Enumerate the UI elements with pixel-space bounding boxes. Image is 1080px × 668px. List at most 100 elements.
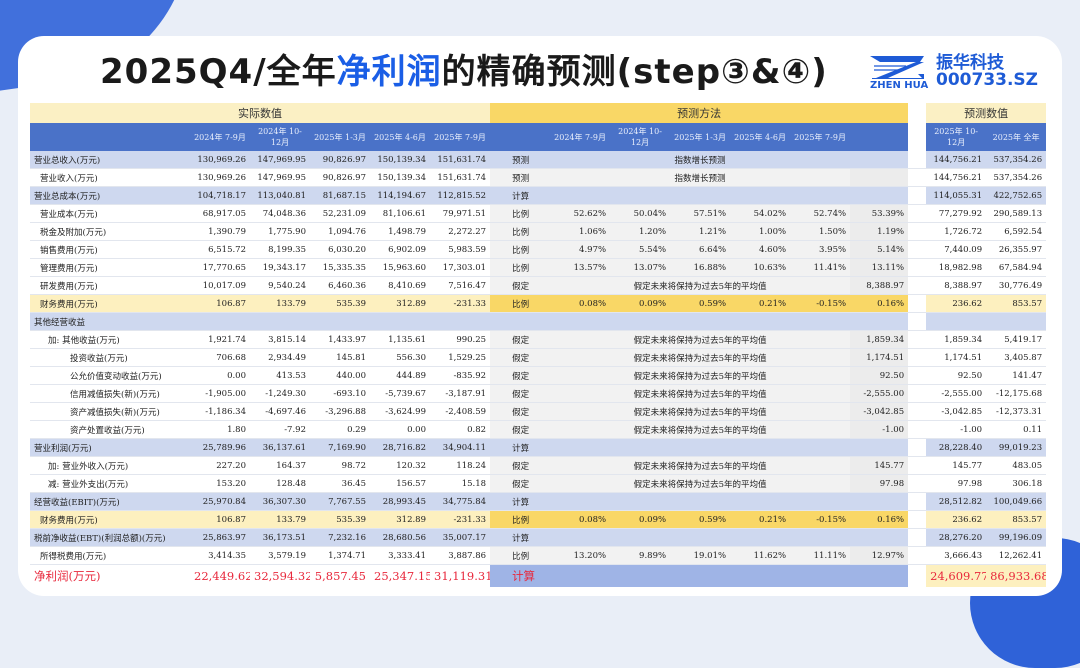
row-label: 营业利润(万元) xyxy=(30,438,190,457)
forecast-value: 92.50 xyxy=(926,366,987,385)
method-average: 1,174.51 xyxy=(850,348,909,367)
method-ratio: 0.09% xyxy=(610,294,671,313)
actual-value: 128.48 xyxy=(250,474,310,493)
actual-value: 1,921.74 xyxy=(190,330,250,349)
method-ratio: 1.50% xyxy=(790,222,851,241)
table-row: 研发费用(万元) 10,017.09 9,540.24 6,460.36 8,410.6… xyxy=(30,276,1047,295)
method-tag: 假定 xyxy=(490,384,551,403)
method-average xyxy=(850,312,909,331)
row-label: 财务费用(万元) xyxy=(30,294,190,313)
actual-value: 150,139.34 xyxy=(370,168,430,187)
method-average: -1.00 xyxy=(850,420,909,439)
actual-value: 36,137.61 xyxy=(250,438,310,457)
method-average xyxy=(850,186,909,205)
actual-value: 1,529.25 xyxy=(430,348,491,367)
actual-value: 990.25 xyxy=(430,330,491,349)
method-average xyxy=(850,438,909,457)
row-label: 减: 营业外支出(万元) xyxy=(30,474,190,493)
forecast-value: 30,776.49 xyxy=(986,276,1047,295)
forecast-value: 3,405.87 xyxy=(986,348,1047,367)
group-actual: 实际数值 xyxy=(30,103,491,123)
actual-value: 153.20 xyxy=(190,474,250,493)
forecast-value: 6,592.54 xyxy=(986,222,1047,241)
actual-value: 25,789.96 xyxy=(190,438,250,457)
method-tag: 假定 xyxy=(490,420,551,439)
actual-value: 34,775.84 xyxy=(430,492,491,511)
actual-value: 52,231.09 xyxy=(310,204,370,223)
method-average: 53.39% xyxy=(850,204,909,223)
method-tag: 比例 xyxy=(490,258,551,277)
row-label: 加: 营业外收入(万元) xyxy=(30,456,190,475)
table-row: 公允价值变动收益(万元) 0.00 413.53 440.00 444.89 -835.9… xyxy=(30,366,1047,385)
method-average: 13.11% xyxy=(850,258,909,277)
method-ratio: 5.54% xyxy=(610,240,671,259)
group-header-row: 实际数值 预测方法 预测数值 xyxy=(30,103,1047,123)
method-tag: 比例 xyxy=(490,510,551,529)
actual-value: 0.00 xyxy=(190,366,250,385)
forecast-value: 28,512.82 xyxy=(926,492,987,511)
method-ratio: 10.63% xyxy=(730,258,791,277)
method-average: 145.77 xyxy=(850,456,909,475)
stock-code: 000733.SZ xyxy=(936,70,1038,90)
header-actual-period: 2025年 1-3月 xyxy=(310,123,370,151)
header-actual-period: 2025年 4-6月 xyxy=(370,123,430,151)
forecast-value: 422,752.65 xyxy=(986,186,1047,205)
actual-value: 150,139.34 xyxy=(370,151,430,169)
actual-value: 2,934.49 xyxy=(250,348,310,367)
method-note: 指数增长预测 xyxy=(550,151,851,169)
column-gap xyxy=(908,420,927,439)
actual-value: 1,775.90 xyxy=(250,222,310,241)
method-tag: 假定 xyxy=(490,330,551,349)
method-average: 97.98 xyxy=(850,474,909,493)
method-average: 5.14% xyxy=(850,240,909,259)
table-row: 营业利润(万元) 25,789.96 36,137.61 7,169.90 28,716… xyxy=(30,438,1047,457)
row-label: 管理费用(万元) xyxy=(30,258,190,277)
method-ratio: 0.08% xyxy=(550,510,611,529)
row-label: 资产处置收益(万元) xyxy=(30,420,190,439)
actual-value: 535.39 xyxy=(310,294,370,313)
forecast-value: 0.11 xyxy=(986,420,1047,439)
method-ratio: 19.01% xyxy=(670,546,731,565)
forecast-value: 28,276.20 xyxy=(926,528,987,547)
forecast-value: -12,373.31 xyxy=(986,402,1047,421)
actual-value: 535.39 xyxy=(310,510,370,529)
forecast-value: 853.57 xyxy=(986,510,1047,529)
forecast-table: 实际数值 预测方法 预测数值 2024年 7-9月 2024年 10-12月 202… xyxy=(30,103,1047,587)
actual-value: -1,905.00 xyxy=(190,384,250,403)
actual-value: 130,969.26 xyxy=(190,151,250,169)
column-gap xyxy=(908,474,927,493)
column-gap xyxy=(908,510,927,529)
actual-value: 556.30 xyxy=(370,348,430,367)
actual-value: 36,173.51 xyxy=(250,528,310,547)
method-average: 1.19% xyxy=(850,222,909,241)
method-ratio: 0.59% xyxy=(670,510,731,529)
column-gap xyxy=(908,492,927,511)
method-average xyxy=(850,492,909,511)
table-row: 经营收益(EBIT)(万元) 25,970.84 36,307.30 7,767.55… xyxy=(30,492,1047,511)
row-label: 销售费用(万元) xyxy=(30,240,190,259)
actual-value xyxy=(430,312,491,331)
table-row: 销售费用(万元) 6,515.72 8,199.35 6,030.20 6,902.09… xyxy=(30,240,1047,259)
actual-value: 3,414.35 xyxy=(190,546,250,565)
method-note: 假定未来将保持为过去5年的平均值 xyxy=(550,474,851,493)
row-label: 资产减值损失(新)(万元) xyxy=(30,402,190,421)
actual-value: 7,232.16 xyxy=(310,528,370,547)
header-method-period: 2025年 7-9月 xyxy=(790,123,851,151)
actual-value: 0.00 xyxy=(370,420,430,439)
header-actual-period: 2024年 10-12月 xyxy=(250,123,310,151)
header-method-period: 2024年 10-12月 xyxy=(610,123,671,151)
actual-value: -5,739.67 xyxy=(370,384,430,403)
row-label: 所得税费用(万元) xyxy=(30,546,190,565)
table-row: 资产处置收益(万元) 1.80 -7.92 0.29 0.00 0.82 假定 假定未来将保持… xyxy=(30,420,1047,439)
forecast-value: 236.62 xyxy=(926,294,987,313)
column-gap xyxy=(908,258,927,277)
table-row: 减: 营业外支出(万元) 153.20 128.48 36.45 156.57 15.18… xyxy=(30,474,1047,493)
row-label: 税金及附加(万元) xyxy=(30,222,190,241)
table-row: 加: 其他收益(万元) 1,921.74 3,815.14 1,433.97 1,135… xyxy=(30,330,1047,349)
method-tag: 假定 xyxy=(490,276,551,295)
group-forecast: 预测数值 xyxy=(926,103,1047,123)
actual-value: 312.89 xyxy=(370,294,430,313)
method-tag: 预测 xyxy=(490,151,551,169)
actual-value: 104,718.17 xyxy=(190,186,250,205)
row-label: 研发费用(万元) xyxy=(30,276,190,295)
